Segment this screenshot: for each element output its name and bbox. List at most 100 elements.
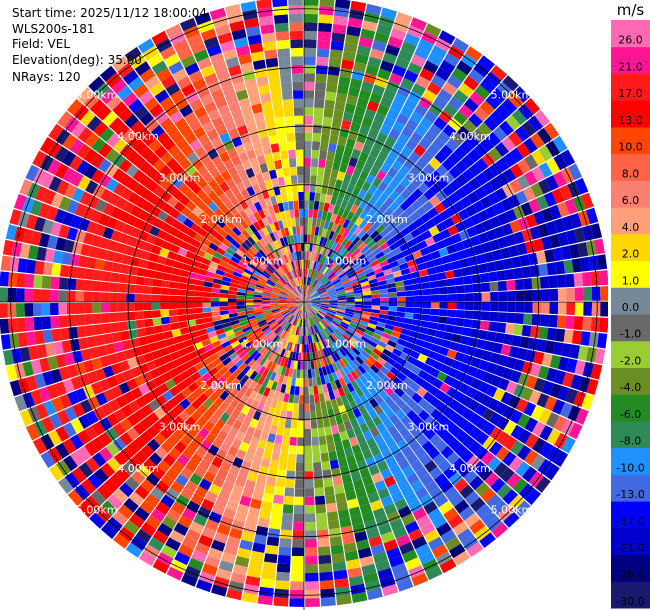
ppi-gate [265, 57, 279, 68]
ppi-gate [114, 372, 126, 385]
colorbar-tick-label: -17.0 [616, 515, 644, 528]
ppi-gate [260, 274, 269, 281]
ppi-gate [377, 213, 388, 224]
ppi-gate [165, 82, 181, 96]
ppi-gate [389, 413, 400, 425]
ppi-gate [232, 226, 242, 237]
ppi-gate [107, 240, 119, 252]
ppi-gate [173, 522, 189, 536]
ppi-gate [304, 496, 315, 506]
ppi-gate [370, 364, 380, 374]
ppi-gate [219, 390, 230, 401]
ppi-gate [294, 115, 304, 125]
ppi-gate [295, 309, 301, 318]
ppi-gate [482, 436, 496, 451]
ppi-gate [405, 302, 415, 308]
ppi-gate [298, 251, 302, 260]
ppi-gate [356, 539, 370, 551]
ppi-gate [218, 366, 229, 376]
ppi-gate [329, 344, 337, 354]
ppi-gate [318, 563, 333, 573]
ppi-gate [195, 446, 208, 459]
ppi-gate [80, 478, 97, 495]
ppi-gate [364, 358, 374, 368]
ppi-gate [217, 32, 233, 45]
ppi-gate [372, 220, 382, 230]
ppi-gate [30, 389, 43, 406]
ppi-gate [446, 244, 457, 255]
ppi-gate [67, 489, 84, 507]
ppi-gate [326, 313, 335, 319]
ppi-gate [325, 159, 334, 170]
ppi-gate [277, 220, 284, 230]
ppi-gate [168, 302, 178, 310]
ppi-gate [452, 37, 469, 53]
ppi-gate [137, 209, 150, 222]
ppi-gate [364, 202, 374, 213]
ppi-gate [252, 455, 263, 466]
ppi-gate [280, 366, 287, 376]
ppi-gate [297, 302, 304, 308]
ppi-gate [421, 150, 434, 163]
ppi-gate [197, 20, 214, 34]
ppi-gate [459, 335, 470, 346]
ppi-gate [418, 409, 430, 422]
ppi-gate [304, 302, 312, 306]
ppi-gate [497, 505, 514, 522]
ppi-gate [447, 367, 459, 379]
ppi-gate [264, 49, 278, 60]
ppi-gate [444, 270, 455, 279]
ppi-gate [320, 588, 335, 599]
ppi-gate [246, 122, 258, 133]
ppi-gate [304, 47, 317, 57]
ppi-gate [194, 361, 205, 372]
ppi-gate [105, 343, 116, 355]
ppi-gate [306, 268, 310, 277]
ppi-gate [345, 267, 354, 275]
ppi-gate [373, 329, 384, 337]
ppi-gate [370, 286, 380, 292]
ppi-gate [202, 398, 214, 409]
ppi-gate [235, 144, 246, 155]
ppi-gate [290, 280, 296, 288]
ppi-gate [134, 238, 146, 250]
ppi-gate [277, 554, 291, 565]
ppi-gate [325, 212, 333, 222]
ppi-gate [552, 341, 564, 356]
ppi-gate [181, 387, 193, 398]
ppi-gate [280, 357, 286, 367]
ppi-gate [363, 346, 373, 355]
ppi-gate [328, 203, 335, 214]
ppi-gate [169, 281, 179, 289]
ppi-gate [376, 131, 388, 144]
ppi-gate [459, 506, 475, 521]
ppi-gate [399, 200, 411, 211]
ppi-gate [338, 457, 348, 468]
ppi-gate [259, 260, 268, 268]
ppi-gate [282, 311, 291, 317]
ppi-gate [271, 310, 281, 315]
ppi-gate [524, 97, 541, 115]
ppi-gate [192, 206, 203, 217]
ppi-gate [365, 343, 376, 352]
ppi-gate [379, 259, 389, 268]
ppi-gate [25, 423, 40, 441]
ppi-gate [211, 116, 224, 129]
ppi-gate [416, 434, 429, 447]
ppi-gate [298, 295, 304, 302]
ppi-gate [295, 462, 304, 472]
ppi-gate [459, 362, 471, 374]
ppi-gate [486, 516, 503, 532]
ppi-gate [438, 500, 454, 515]
ppi-gate [92, 280, 102, 292]
ppi-gate [250, 350, 259, 359]
ppi-gate [378, 379, 388, 390]
ppi-gate [276, 469, 287, 479]
ppi-gate [203, 36, 220, 49]
range-ring-label: 4.00km [449, 462, 491, 475]
ppi-gate [268, 320, 277, 327]
ppi-gate [178, 276, 188, 284]
ppi-gate [306, 310, 310, 319]
ppi-gate [288, 305, 297, 311]
ppi-gate [317, 287, 326, 293]
